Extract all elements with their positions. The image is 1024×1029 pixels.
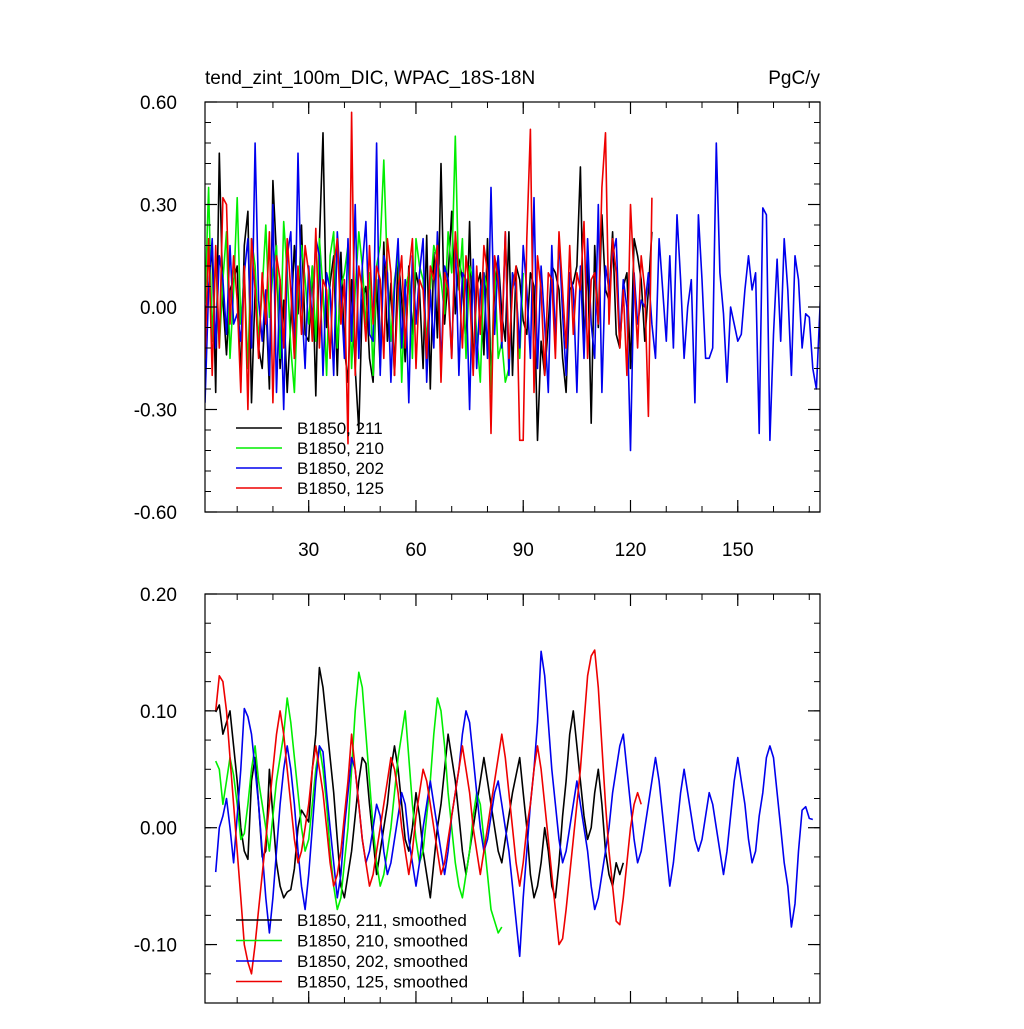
x-tick-label: 60 <box>405 540 426 561</box>
x-tick-label: 120 <box>615 540 647 561</box>
series-line-b1850-125-smoothed <box>214 649 642 975</box>
y-tick-label: 0.10 <box>140 702 177 723</box>
legend-label: B1850, 210 <box>297 439 384 458</box>
x-tick-label: 30 <box>298 540 319 561</box>
legend-label: B1850, 202, smoothed <box>297 952 468 971</box>
units-label: PgC/y <box>768 68 820 89</box>
y-tick-label: 0.00 <box>140 819 177 840</box>
y-tick-label: 0.00 <box>140 298 177 319</box>
series-line-b1850-125 <box>205 111 653 445</box>
series-group <box>205 111 820 452</box>
series-line-b1850-211-smoothed <box>214 666 625 899</box>
legend-label: B1850, 125, smoothed <box>297 973 468 992</box>
chart-title: tend_zint_100m_DIC, WPAC_18S-18N <box>205 68 535 89</box>
series-line-b1850-210 <box>205 135 524 394</box>
x-tick-label: 90 <box>513 540 534 561</box>
series-group <box>214 649 814 975</box>
series-line-b1850-202-smoothed <box>214 650 814 958</box>
series-line-b1850-210-smoothed <box>214 671 503 934</box>
legend-label: B1850, 125 <box>297 479 384 498</box>
legend-label: B1850, 202 <box>297 459 384 478</box>
x-tick-label: 150 <box>722 540 754 561</box>
legend: B1850, 211, smoothed B1850, 210, smoothed… <box>236 911 468 992</box>
legend-label: B1850, 210, smoothed <box>297 932 468 951</box>
y-tick-label: 0.20 <box>140 585 177 606</box>
legend-label: B1850, 211, smoothed <box>297 911 467 930</box>
y-tick-label: 0.30 <box>140 196 177 217</box>
y-tick-label: 0.60 <box>140 93 177 114</box>
y-tick-label: -0.10 <box>134 936 177 957</box>
legend-label: B1850, 211 <box>297 419 383 438</box>
y-tick-label: -0.60 <box>134 503 177 524</box>
top-panel: -0.60 -0.30 0.00 0.30 0.60 30 60 90 120 150 tend_z… <box>134 68 821 561</box>
y-tick-label: -0.30 <box>134 401 177 422</box>
